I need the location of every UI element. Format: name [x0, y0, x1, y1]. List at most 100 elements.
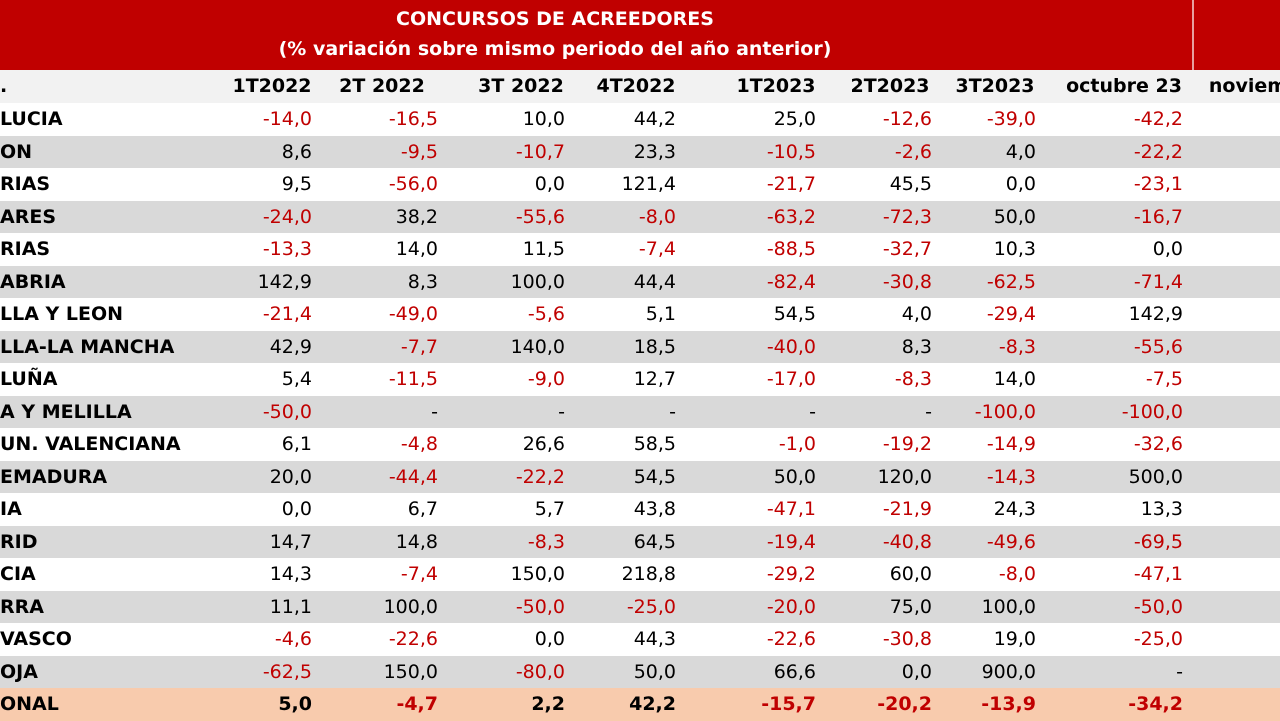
value-cell: 0,0 [281, 498, 312, 520]
value-cell: 14,3 [269, 563, 312, 585]
value-cell: -9,5 [400, 140, 438, 163]
value-cell: 50,0 [633, 660, 676, 683]
value-cell: 19,0 [993, 628, 1036, 650]
value-cell: 5,4 [281, 368, 312, 390]
value-cell: -50,0 [515, 595, 565, 618]
value-cell: - [1176, 660, 1183, 683]
value-cell: 140,0 [510, 335, 565, 358]
value-cell: -8,3 [998, 335, 1036, 358]
row-label: CIA [0, 563, 36, 585]
value-cell: 44,2 [633, 108, 676, 130]
value-cell: 121,4 [621, 173, 676, 195]
value-cell: -62,5 [986, 270, 1036, 293]
row-label: A Y MELILLA [0, 400, 132, 423]
row [0, 168, 1280, 201]
value-cell: 8,3 [407, 270, 438, 293]
value-cell: 8,6 [281, 140, 312, 163]
separator [1192, 0, 1194, 70]
value-cell: -4,7 [396, 693, 438, 715]
value-cell: 42,2 [629, 693, 676, 715]
header-row [0, 70, 1280, 103]
value-cell: 45,5 [889, 173, 932, 195]
row-label: UN. VALENCIANA [0, 433, 181, 455]
column-header: 1T2022 [232, 75, 312, 97]
value-cell: -49,6 [986, 530, 1036, 553]
value-cell: -19,4 [766, 530, 816, 553]
row-label: LUÑA [0, 368, 58, 390]
row [0, 330, 1280, 363]
value-cell: 150,0 [510, 563, 565, 585]
value-cell: -40,0 [766, 335, 816, 358]
value-cell: 14,0 [395, 238, 438, 260]
value-cell: -22,2 [1133, 140, 1183, 163]
row-label: IA [0, 498, 22, 520]
value-cell: -63,2 [766, 205, 816, 228]
value-cell: -21,7 [766, 173, 816, 195]
value-cell: - [669, 400, 676, 423]
value-cell: -7,7 [400, 335, 438, 358]
column-header: noviem [1208, 75, 1280, 97]
value-cell: 10,0 [522, 108, 565, 130]
value-cell: 0,0 [901, 660, 932, 683]
value-cell: -8,3 [527, 530, 565, 553]
value-cell: 50,0 [993, 205, 1036, 228]
column-header: 3T 2022 [478, 75, 564, 97]
value-cell: - [809, 400, 816, 423]
value-cell: -69,5 [1133, 530, 1183, 553]
value-cell: -30,8 [882, 270, 932, 293]
value-cell: 0,0 [534, 173, 565, 195]
value-cell: 5,1 [645, 303, 676, 325]
value-cell: -10,5 [766, 140, 816, 163]
value-cell: 43,8 [633, 498, 676, 520]
value-cell: -22,6 [766, 628, 816, 650]
row-label: RID [0, 530, 38, 553]
value-cell: 14,0 [993, 368, 1036, 390]
value-cell: 218,8 [621, 563, 676, 585]
value-cell: 10,3 [993, 238, 1036, 260]
value-cell: 20,0 [269, 465, 312, 488]
value-cell: -62,5 [262, 660, 312, 683]
value-cell: -29,4 [986, 303, 1036, 325]
value-cell: - [431, 400, 438, 423]
value-cell: -2,6 [894, 140, 932, 163]
value-cell: -7,4 [638, 238, 676, 260]
value-cell: -4,6 [274, 628, 312, 650]
value-cell: 11,5 [522, 238, 565, 260]
value-cell: -72,3 [882, 205, 932, 228]
value-cell: -17,0 [766, 368, 816, 390]
value-cell: 5,7 [534, 498, 565, 520]
value-cell: 38,2 [395, 205, 438, 228]
value-cell: -44,4 [388, 465, 438, 488]
value-cell: -1,0 [778, 433, 816, 455]
row [0, 655, 1280, 688]
value-cell: 13,3 [1140, 498, 1183, 520]
value-cell: 26,6 [522, 433, 565, 455]
value-cell: -19,2 [882, 433, 932, 455]
value-cell: 6,7 [407, 498, 438, 520]
value-cell: -100,0 [974, 400, 1036, 423]
value-cell: 24,3 [993, 498, 1036, 520]
value-cell: -24,0 [262, 205, 312, 228]
value-cell: -14,3 [986, 465, 1036, 488]
value-cell: -32,6 [1133, 433, 1183, 455]
value-cell: 4,0 [1005, 140, 1036, 163]
value-cell: -15,7 [761, 693, 816, 715]
value-cell: 142,9 [1128, 303, 1183, 325]
value-cell: 8,3 [901, 335, 932, 358]
value-cell: -47,1 [766, 498, 816, 520]
value-cell: 12,7 [633, 368, 676, 390]
column-header: 2T 2022 [339, 75, 425, 97]
value-cell: -80,0 [515, 660, 565, 683]
value-cell: -42,2 [1133, 108, 1183, 130]
value-cell: 11,1 [269, 595, 312, 618]
row [0, 460, 1280, 493]
value-cell: 4,0 [901, 303, 932, 325]
title-band: CONCURSOS DE ACREEDORES (% variación sob… [0, 0, 1280, 70]
value-cell: 42,9 [269, 335, 312, 358]
value-cell: 25,0 [773, 108, 816, 130]
column-header: octubre 23 [1066, 75, 1182, 97]
value-cell: 6,1 [281, 433, 312, 455]
value-cell: -56,0 [388, 173, 438, 195]
value-cell: -8,0 [638, 205, 676, 228]
value-cell: 50,0 [773, 465, 816, 488]
